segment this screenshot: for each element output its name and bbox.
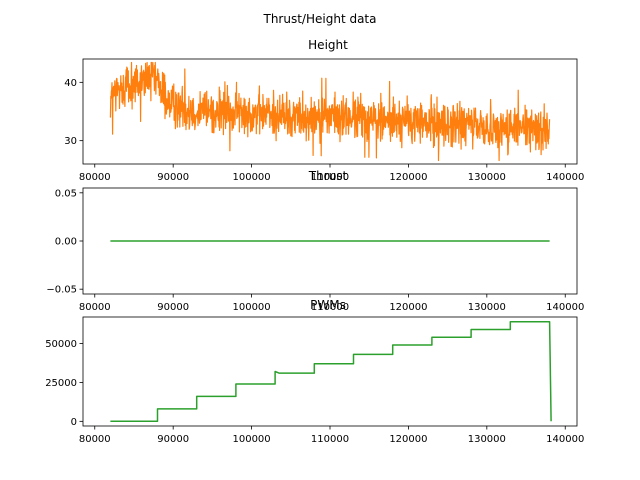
pwm-x-tick-label: 120000 xyxy=(389,434,427,445)
figure-title: Thrust/Height data xyxy=(263,12,377,26)
height-y-tick-label: 30 xyxy=(64,136,77,147)
height-x-tick-label: 100000 xyxy=(232,172,270,183)
height-panel: Height 80000 90000 100000 110000 120000 13000… xyxy=(64,38,584,183)
thrust-panel: Thrust 80000 90000 100000 110000 120000 13000… xyxy=(46,169,584,313)
height-y-tick-label: 40 xyxy=(64,78,77,89)
height-x-tick-label: 140000 xyxy=(546,172,584,183)
thrust-y-tick-label: −0.05 xyxy=(46,285,77,296)
thrust-x-tick-label: 90000 xyxy=(157,302,189,313)
thrust-title: Thrust xyxy=(308,169,348,183)
height-x-tick-label: 120000 xyxy=(389,172,427,183)
pwm-y-tick-label: 0 xyxy=(71,417,77,428)
height-series-line xyxy=(109,61,551,162)
thrust-y-tick-label: 0.05 xyxy=(55,188,77,199)
thrust-x-ticks: 80000 90000 100000 110000 120000 130000 140000 xyxy=(79,294,584,313)
pwm-panel: PWMs 80000 90000 100000 110000 120000 130000 1… xyxy=(45,298,584,445)
pwm-x-tick-label: 80000 xyxy=(79,434,111,445)
pwm-title: PWMs xyxy=(310,298,346,312)
thrust-x-tick-label: 140000 xyxy=(546,302,584,313)
pwm-y-ticks: 0 25000 50000 xyxy=(45,339,83,428)
thrust-x-tick-label: 100000 xyxy=(232,302,270,313)
thrust-x-tick-label: 130000 xyxy=(468,302,506,313)
thrust-y-tick-label: 0.00 xyxy=(55,237,77,248)
thrust-x-tick-label: 110000 xyxy=(311,302,349,313)
pwm-x-tick-label: 140000 xyxy=(546,434,584,445)
pwm-x-ticks: 80000 90000 100000 110000 120000 130000 140000 xyxy=(79,426,584,445)
pwm-x-tick-label: 130000 xyxy=(468,434,506,445)
thrust-x-tick-label: 120000 xyxy=(389,302,427,313)
height-x-tick-label: 80000 xyxy=(79,172,111,183)
height-plot-area xyxy=(109,61,551,162)
height-x-tick-label: 110000 xyxy=(311,172,349,183)
height-title: Height xyxy=(308,38,348,52)
pwm-y-tick-label: 50000 xyxy=(45,339,77,350)
height-x-tick-label: 90000 xyxy=(157,172,189,183)
thrust-y-ticks: −0.05 0.00 0.05 xyxy=(46,188,83,296)
pwm-plot-area xyxy=(110,320,552,423)
pwm-x-tick-label: 100000 xyxy=(232,434,270,445)
height-x-tick-label: 130000 xyxy=(468,172,506,183)
pwm-y-tick-label: 25000 xyxy=(45,378,77,389)
thrust-x-tick-label: 80000 xyxy=(79,302,111,313)
pwm-series-line xyxy=(110,320,552,423)
height-y-ticks: 30 40 xyxy=(64,78,83,147)
pwm-x-tick-label: 110000 xyxy=(311,434,349,445)
pwm-x-tick-label: 90000 xyxy=(157,434,189,445)
height-x-ticks: 80000 90000 100000 110000 120000 130000 140000 xyxy=(79,164,584,183)
